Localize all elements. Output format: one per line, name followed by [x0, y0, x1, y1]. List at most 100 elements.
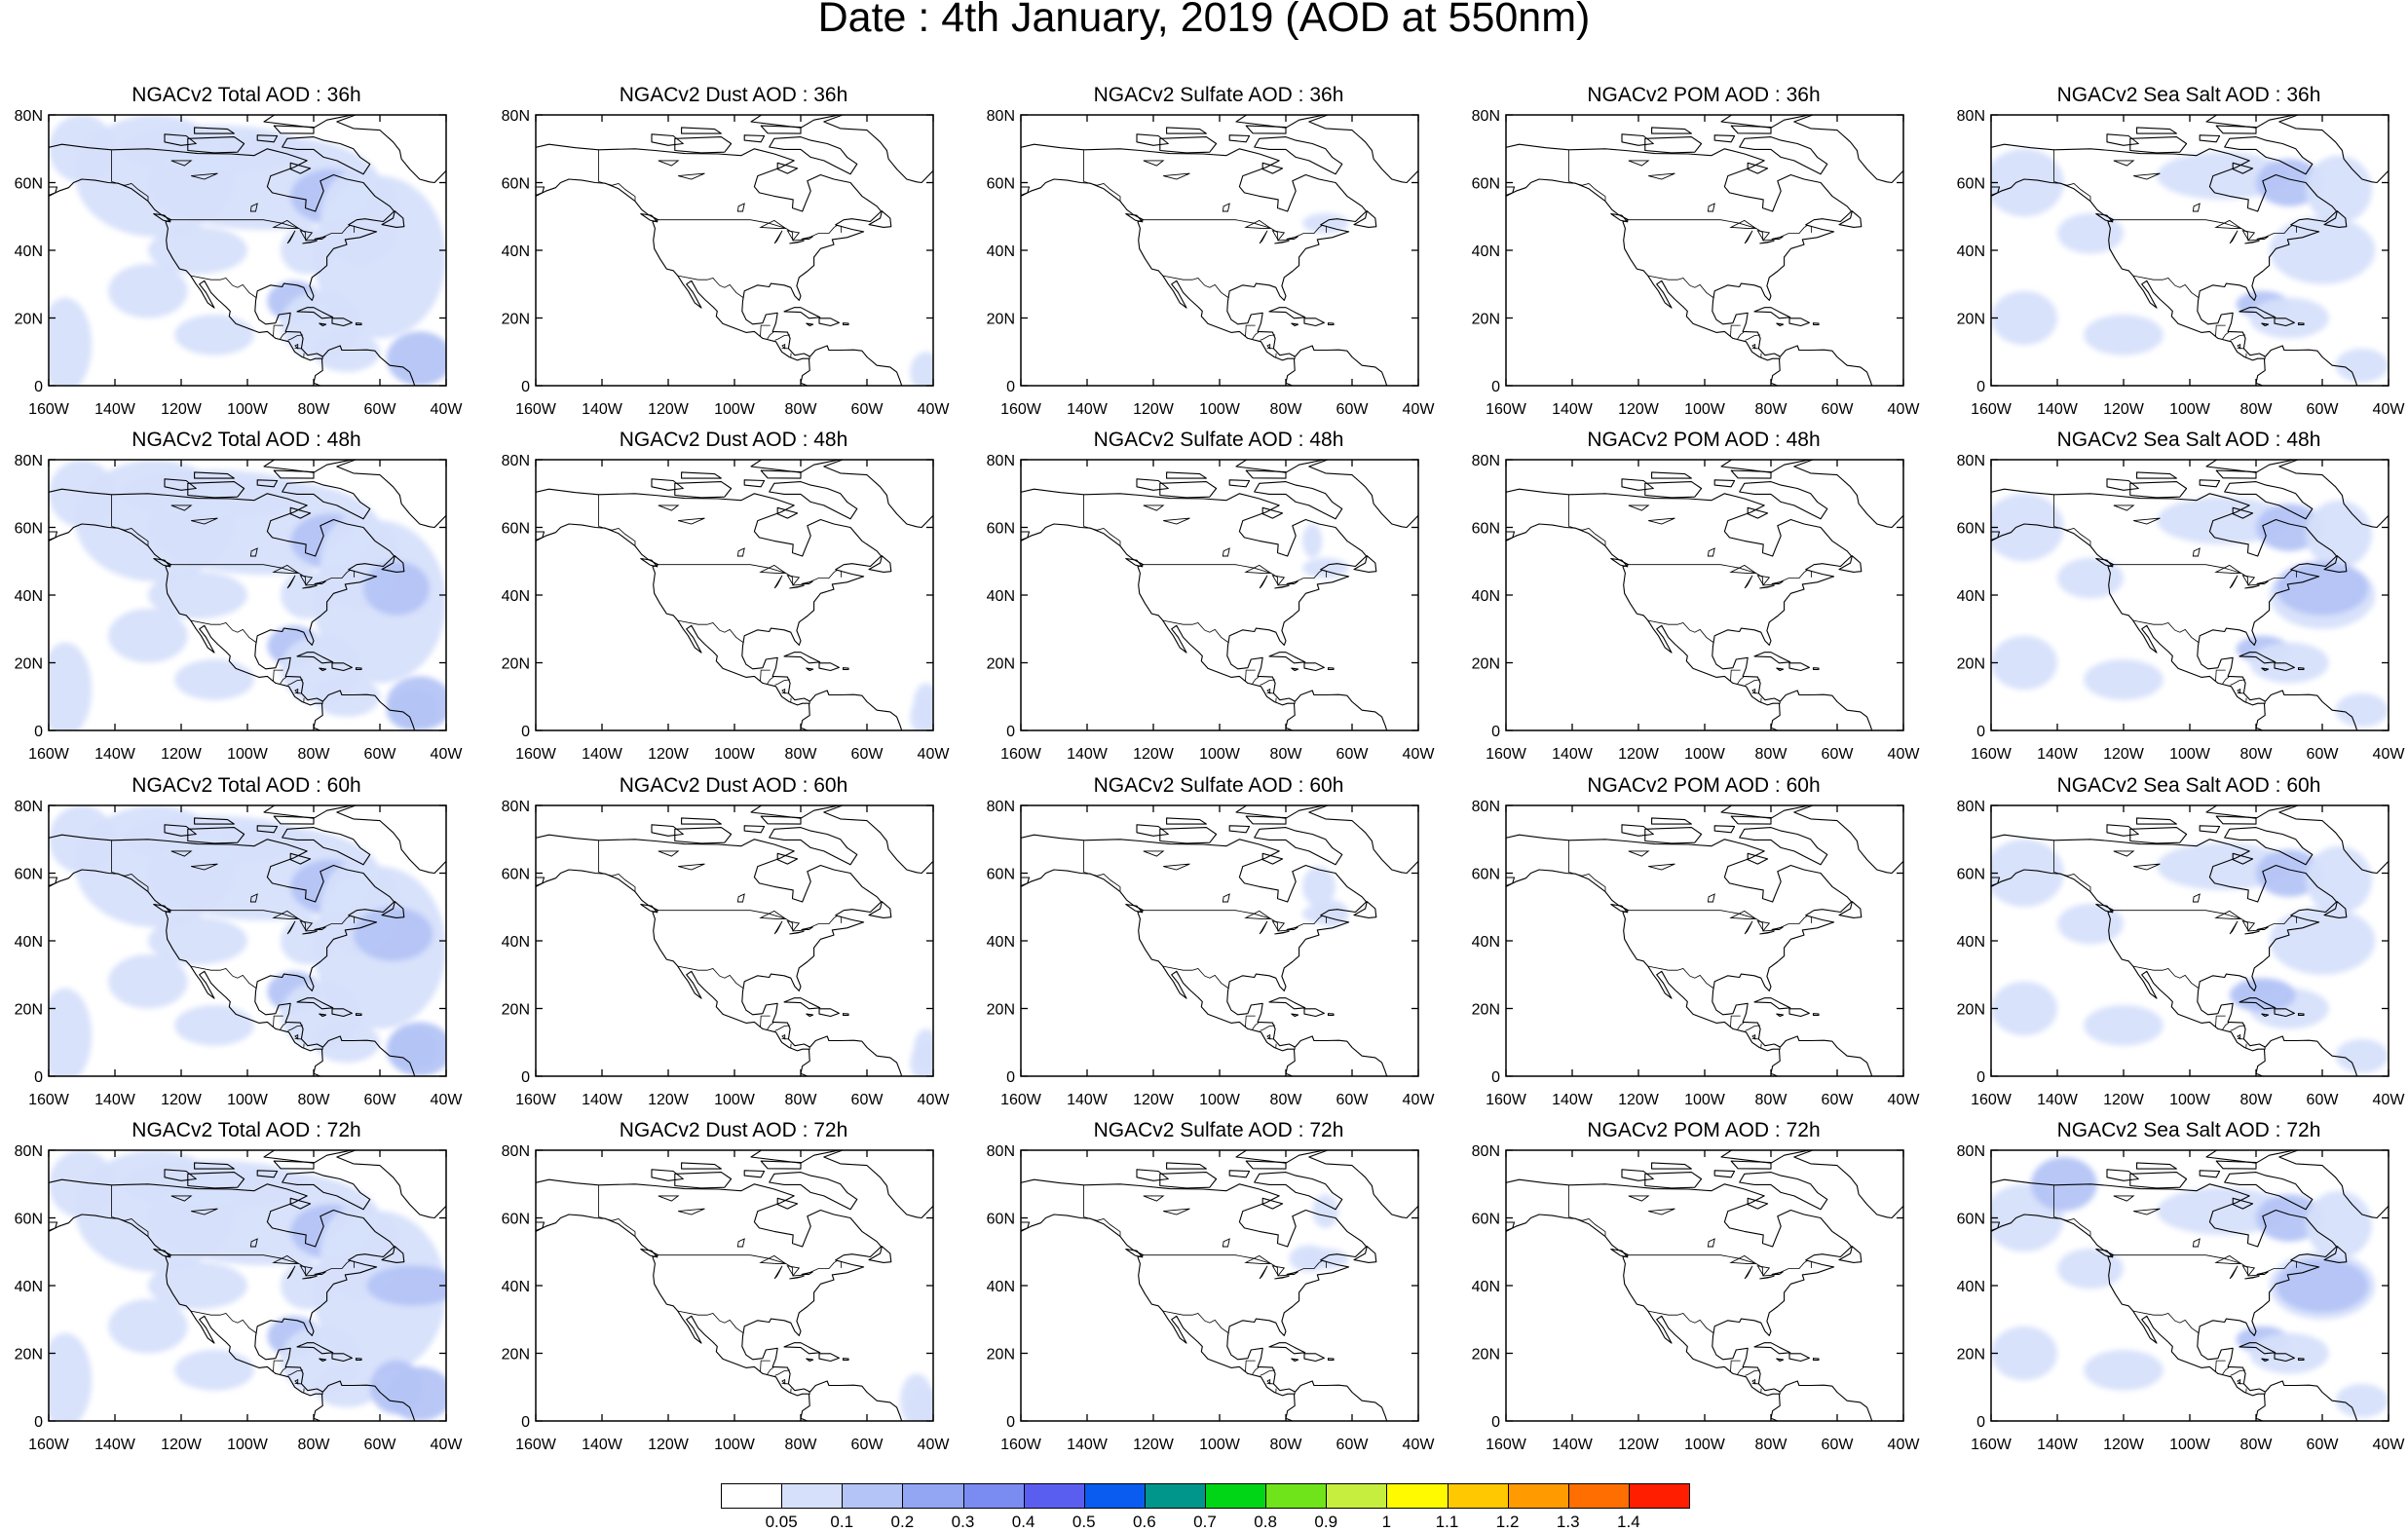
y-tick-label: 20N: [1957, 656, 1985, 673]
aod-patch: [2084, 315, 2163, 355]
y-tick-label: 60N: [15, 867, 43, 883]
aod-patch: [2336, 349, 2389, 383]
y-tick-label: 60N: [1472, 867, 1500, 883]
y-tick-label: 60N: [1957, 1212, 1985, 1228]
x-tick-label: 100W: [1684, 1437, 1726, 1453]
y-tick-label: 40N: [987, 934, 1015, 951]
x-tick-label: 160W: [1486, 746, 1527, 763]
y-tick-label: 80N: [502, 1143, 530, 1160]
aod-colorbar: [721, 1483, 1689, 1511]
colorbar-swatch: [1386, 1483, 1448, 1509]
x-tick-label: 100W: [714, 1092, 756, 1108]
colorbar-swatch: [721, 1483, 782, 1509]
x-tick-label: 120W: [1618, 1092, 1660, 1108]
x-tick-label: 140W: [94, 401, 136, 418]
y-tick-label: 60N: [15, 1212, 43, 1228]
x-tick-label: 160W: [1486, 1437, 1527, 1453]
colorbar-swatch: [1508, 1483, 1569, 1509]
y-tick-label: 20N: [1957, 1347, 1985, 1364]
y-tick-label: 80N: [502, 108, 530, 125]
x-tick-label: 40W: [431, 401, 464, 418]
aod-patch: [2057, 904, 2124, 945]
x-tick-label: 160W: [28, 1092, 70, 1108]
y-tick-label: 40N: [1472, 1279, 1500, 1295]
x-tick-label: 80W: [1270, 401, 1303, 418]
y-tick-label: 40N: [1957, 934, 1985, 951]
colorbar-label: 1.4: [1599, 1513, 1658, 1532]
y-tick-label: 20N: [1472, 656, 1500, 673]
x-tick-label: 100W: [1199, 746, 1241, 763]
aod-patch: [108, 1299, 188, 1354]
x-tick-label: 160W: [1971, 746, 2013, 763]
x-tick-label: 140W: [1067, 401, 1109, 418]
aod-patch: [314, 1366, 380, 1407]
y-tick-label: 60N: [502, 521, 530, 538]
x-tick-label: 80W: [2240, 746, 2274, 763]
y-tick-label: 60N: [1957, 176, 1985, 193]
aod-patch: [148, 917, 247, 965]
colorbar-label: 0.5: [1055, 1513, 1113, 1532]
x-tick-label: 80W: [1755, 1092, 1788, 1108]
y-tick-label: 40N: [502, 243, 530, 260]
x-tick-label: 40W: [2373, 1437, 2406, 1453]
colorbar-label: 0.05: [752, 1513, 810, 1532]
x-tick-label: 160W: [1486, 1092, 1527, 1108]
aod-patch: [314, 1022, 380, 1063]
y-tick-label: 60N: [987, 1212, 1015, 1228]
aod-patch: [2057, 558, 2124, 599]
x-tick-label: 140W: [94, 1437, 136, 1453]
colorbar-swatch: [1326, 1483, 1387, 1509]
y-tick-label: 20N: [15, 656, 43, 673]
x-tick-label: 140W: [94, 746, 136, 763]
y-tick-label: 60N: [987, 176, 1015, 193]
x-tick-label: 160W: [1486, 401, 1527, 418]
x-tick-label: 60W: [1336, 746, 1370, 763]
y-tick-label: 20N: [502, 1347, 530, 1364]
y-tick-label: 20N: [15, 312, 43, 328]
y-tick-label: 80N: [1472, 1143, 1500, 1160]
aod-patch: [1302, 524, 1322, 558]
aod-patch: [354, 907, 433, 961]
x-tick-label: 80W: [298, 1437, 331, 1453]
x-tick-label: 160W: [515, 1437, 557, 1453]
x-tick-label: 100W: [2169, 401, 2211, 418]
aod-patch: [2249, 643, 2329, 684]
x-tick-label: 160W: [515, 401, 557, 418]
x-tick-label: 80W: [785, 1092, 818, 1108]
y-tick-label: 80N: [1957, 453, 1985, 469]
x-tick-label: 120W: [1133, 1437, 1175, 1453]
y-tick-label: 60N: [1472, 1212, 1500, 1228]
y-tick-label: 60N: [1957, 867, 1985, 883]
aod-patch: [108, 609, 188, 663]
x-tick-label: 120W: [1618, 1437, 1660, 1453]
x-tick-label: 140W: [582, 401, 623, 418]
aod-patch: [1316, 900, 1349, 927]
aod-patch: [2270, 216, 2376, 284]
x-tick-label: 100W: [227, 1092, 269, 1108]
x-tick-label: 140W: [2037, 746, 2079, 763]
colorbar-label: 0.2: [873, 1513, 931, 1532]
colorbar-label: 1: [1357, 1513, 1415, 1532]
x-tick-label: 120W: [161, 746, 203, 763]
y-tick-label: 60N: [15, 521, 43, 538]
x-tick-label: 60W: [2307, 401, 2340, 418]
x-tick-label: 60W: [851, 401, 884, 418]
x-tick-label: 120W: [1618, 401, 1660, 418]
aod-patch: [370, 1360, 423, 1414]
x-tick-label: 80W: [1755, 746, 1788, 763]
y-tick-label: 20N: [502, 312, 530, 328]
